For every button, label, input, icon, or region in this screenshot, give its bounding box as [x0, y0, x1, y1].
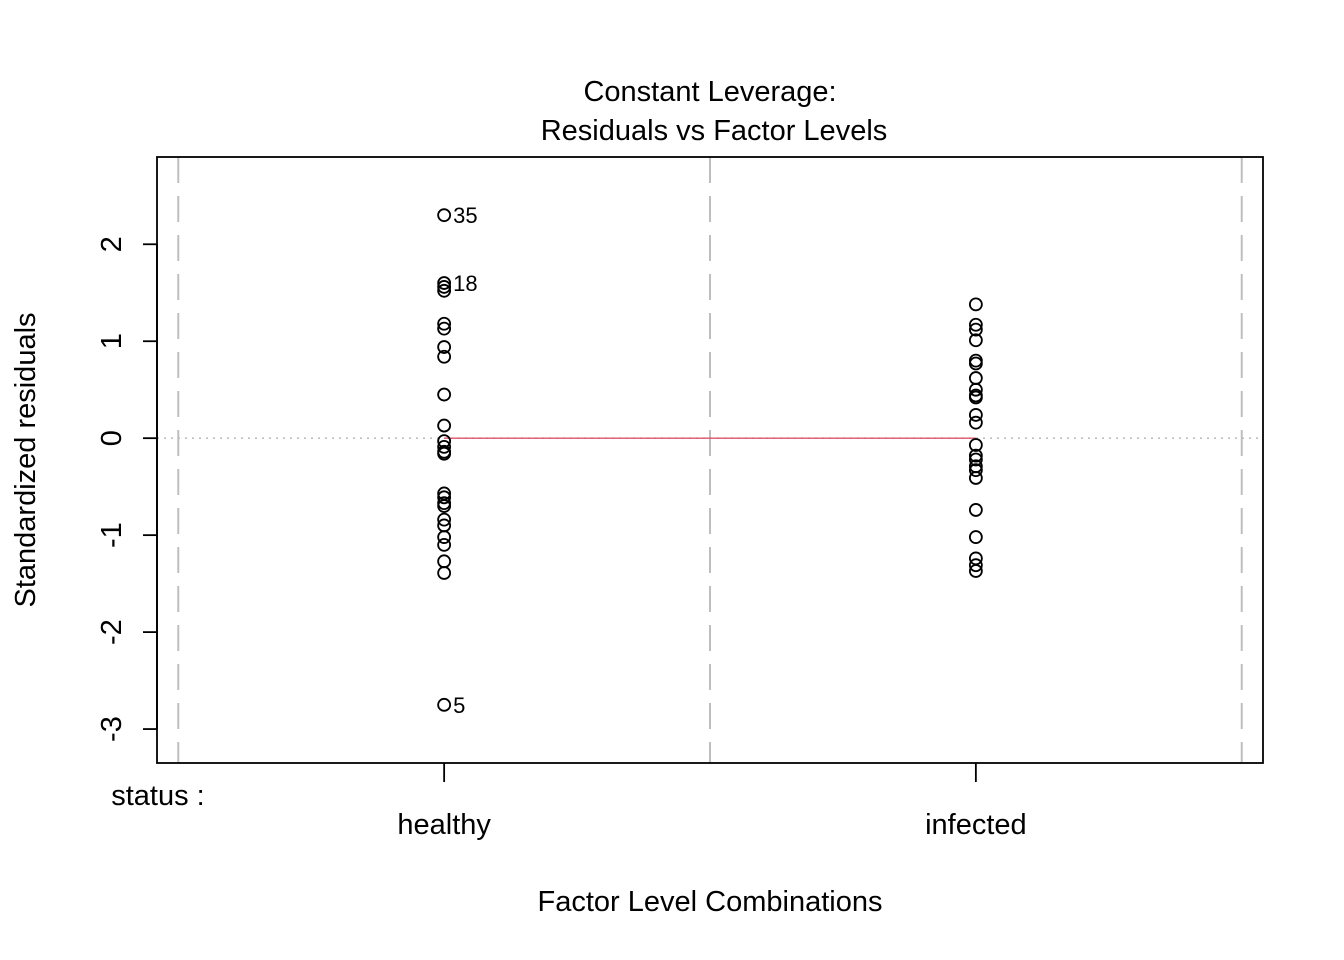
residual-point [437, 499, 452, 513]
x-axis-label: Factor Level Combinations [538, 886, 883, 918]
residual-point [437, 418, 452, 433]
chart-title-line-1: Constant Leverage: [583, 76, 836, 108]
residual-point [968, 356, 983, 371]
residual-point [437, 321, 452, 336]
x-category-label: healthy [397, 809, 491, 841]
chart-title-line-2: Residuals vs Factor Levels [541, 115, 888, 147]
residual-point [437, 537, 452, 552]
residual-point [437, 566, 452, 580]
residual-point [968, 297, 983, 312]
residual-point [968, 382, 983, 397]
point-labels-layer: 35 18 5 [453, 203, 477, 718]
residual-point [437, 440, 452, 454]
residual-point [968, 452, 983, 467]
y-tick-label: 1 [96, 333, 128, 349]
residual-point [437, 283, 452, 298]
residual-point [437, 697, 452, 712]
residual-point [437, 446, 452, 461]
residual-point [968, 471, 983, 485]
residual-point [968, 317, 983, 332]
residual-point [437, 490, 452, 505]
y-tick-label: 2 [96, 236, 128, 252]
residual-point [968, 408, 983, 422]
residual-point [437, 512, 452, 527]
residual-point [437, 280, 452, 294]
residual-point [437, 276, 452, 290]
residual-point [968, 415, 983, 430]
residual-point [437, 340, 452, 354]
x-axis: healthy infected [397, 763, 1027, 841]
residual-point [968, 530, 983, 544]
residual-point [437, 316, 452, 331]
y-axis-label: Standardized residuals [10, 312, 42, 607]
residual-point [968, 463, 983, 478]
residual-point [437, 387, 452, 402]
y-axis: -3 -2 -1 0 1 2 [96, 236, 158, 742]
residual-point [968, 438, 983, 452]
residual-point [968, 564, 983, 578]
x-category-label: infected [925, 809, 1027, 841]
residual-point [968, 322, 983, 337]
y-tick-label: -1 [96, 522, 128, 548]
points-layer [437, 208, 983, 712]
residual-point [968, 448, 983, 463]
y-tick-label: -3 [96, 716, 128, 742]
factor-label: status : [111, 780, 205, 812]
y-tick-label: 0 [96, 430, 128, 446]
residual-point [437, 349, 452, 364]
point-label: 35 [453, 203, 477, 228]
point-label: 5 [453, 693, 465, 718]
residual-point [437, 530, 452, 544]
residual-point [968, 558, 983, 573]
y-tick-label: -2 [96, 619, 128, 645]
residual-point [437, 208, 452, 223]
residual-point [968, 503, 983, 517]
point-label: 18 [453, 271, 477, 296]
residual-point [968, 390, 983, 405]
residual-point [968, 333, 983, 348]
